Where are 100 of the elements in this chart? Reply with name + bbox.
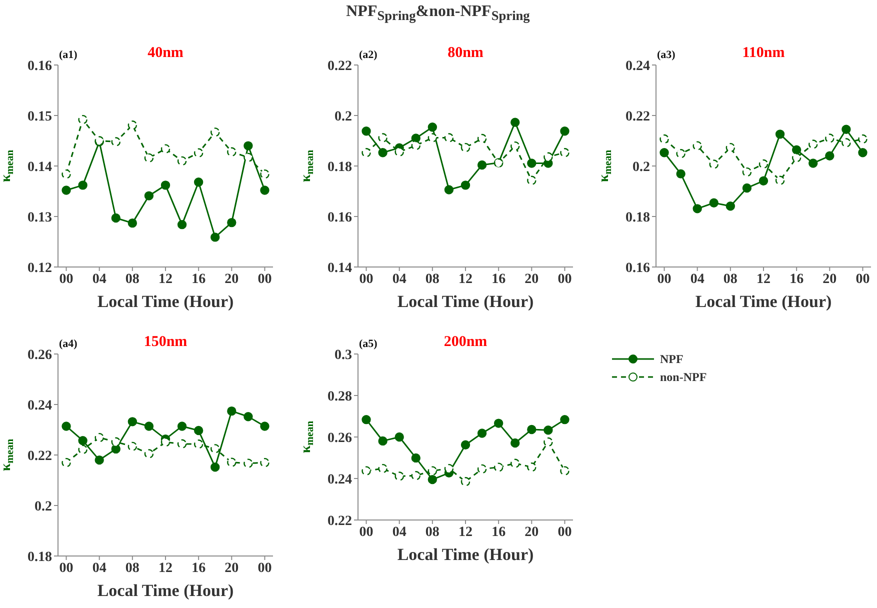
point	[94, 455, 104, 465]
x-tick-label: 08	[125, 560, 140, 576]
point	[260, 458, 270, 468]
point	[210, 128, 220, 137]
point	[560, 414, 570, 424]
point	[160, 438, 170, 447]
chart-title: 200nm	[444, 334, 488, 350]
x-tick-label: 12	[458, 272, 472, 287]
x-tick-label: 00	[856, 272, 870, 287]
point	[227, 218, 236, 228]
point	[428, 122, 438, 132]
y-tick-label: 0.3	[334, 348, 352, 363]
point	[144, 153, 154, 163]
x-axis-title: Local Time (Hour)	[97, 581, 234, 600]
point	[128, 442, 138, 452]
point	[527, 424, 536, 434]
y-tick-label: 0.18	[28, 550, 52, 565]
point	[244, 141, 253, 150]
x-tick-label: 20	[224, 272, 239, 287]
point	[144, 191, 154, 200]
point	[527, 158, 536, 168]
point	[111, 444, 120, 454]
point	[210, 444, 220, 454]
point	[177, 422, 187, 431]
chart-title: 150nm	[144, 334, 188, 350]
y-tick-label: 0.26	[28, 348, 52, 363]
x-tick-label: 08	[125, 272, 140, 287]
point	[775, 130, 785, 139]
y-tick-label: 0.12	[28, 260, 52, 276]
x-axis-title: Local Time (Hour)	[397, 292, 534, 311]
point	[62, 422, 71, 431]
point	[227, 458, 236, 467]
point	[460, 440, 470, 450]
point	[394, 147, 404, 156]
x-tick-label: 00	[359, 524, 374, 540]
point	[260, 169, 270, 179]
x-tick-label: 08	[723, 272, 738, 287]
point	[194, 426, 204, 436]
x-tick-label: 00	[59, 560, 74, 576]
point	[477, 134, 487, 144]
point	[692, 141, 702, 150]
point	[510, 438, 520, 448]
point	[177, 439, 187, 448]
point	[825, 134, 834, 143]
point	[62, 458, 71, 468]
y-tick-label: 0.16	[28, 58, 52, 74]
legend-label: NPF	[660, 352, 684, 366]
y-tick-label: 0.16	[328, 210, 352, 226]
point	[742, 167, 752, 177]
x-tick-label: 04	[92, 272, 106, 287]
y-tick-label: 0.15	[28, 109, 52, 124]
x-tick-label: 00	[558, 272, 572, 287]
point	[78, 436, 88, 446]
y-tick-label: 0.26	[328, 430, 352, 446]
x-tick-label: 00	[258, 272, 272, 287]
point	[394, 472, 404, 481]
point	[177, 156, 187, 166]
point	[560, 126, 570, 136]
point	[544, 437, 553, 447]
y-tick-label: 0.16	[626, 260, 650, 276]
point	[527, 176, 536, 185]
x-tick-label: 16	[192, 560, 206, 576]
y-tick-label: 0.22	[626, 109, 650, 124]
point	[194, 148, 204, 158]
point	[676, 169, 686, 178]
point	[62, 186, 71, 195]
x-tick-label: 16	[192, 272, 206, 287]
point	[411, 134, 420, 143]
x-tick-label: 12	[158, 560, 172, 576]
point	[660, 148, 669, 158]
x-tick-label: 12	[756, 272, 770, 287]
point	[842, 138, 851, 148]
point	[362, 148, 371, 158]
y-tick-label: 0.22	[28, 448, 52, 464]
point	[227, 406, 236, 416]
point	[144, 422, 154, 431]
x-tick-label: 04	[92, 560, 106, 576]
point	[428, 466, 438, 476]
x-tick-label: 20	[822, 272, 837, 287]
point	[411, 470, 420, 480]
point	[428, 474, 438, 484]
x-tick-label: 00	[59, 272, 74, 287]
point	[260, 422, 270, 431]
text: NPF$_{Spring}$&non-NPF$_{Spring}$	[345, 3, 531, 24]
y-tick-label: 0.14	[28, 160, 52, 175]
point	[544, 426, 553, 435]
point	[378, 148, 388, 158]
y-tick-label: 0.18	[328, 160, 352, 175]
point	[775, 176, 785, 185]
point	[842, 124, 851, 134]
point	[177, 220, 187, 230]
point	[676, 149, 686, 158]
x-axis-title: Local Time (Hour)	[695, 292, 832, 311]
text: (a4)	[59, 338, 78, 350]
x-tick-label: 00	[657, 272, 672, 287]
x-tick-label: 00	[558, 524, 572, 540]
y-tick-label: 0.2	[632, 160, 650, 175]
y-tick-label: 0.2	[34, 499, 52, 514]
y-tick-label: 0.14	[328, 260, 352, 276]
legend-label: non-NPF	[660, 370, 707, 384]
